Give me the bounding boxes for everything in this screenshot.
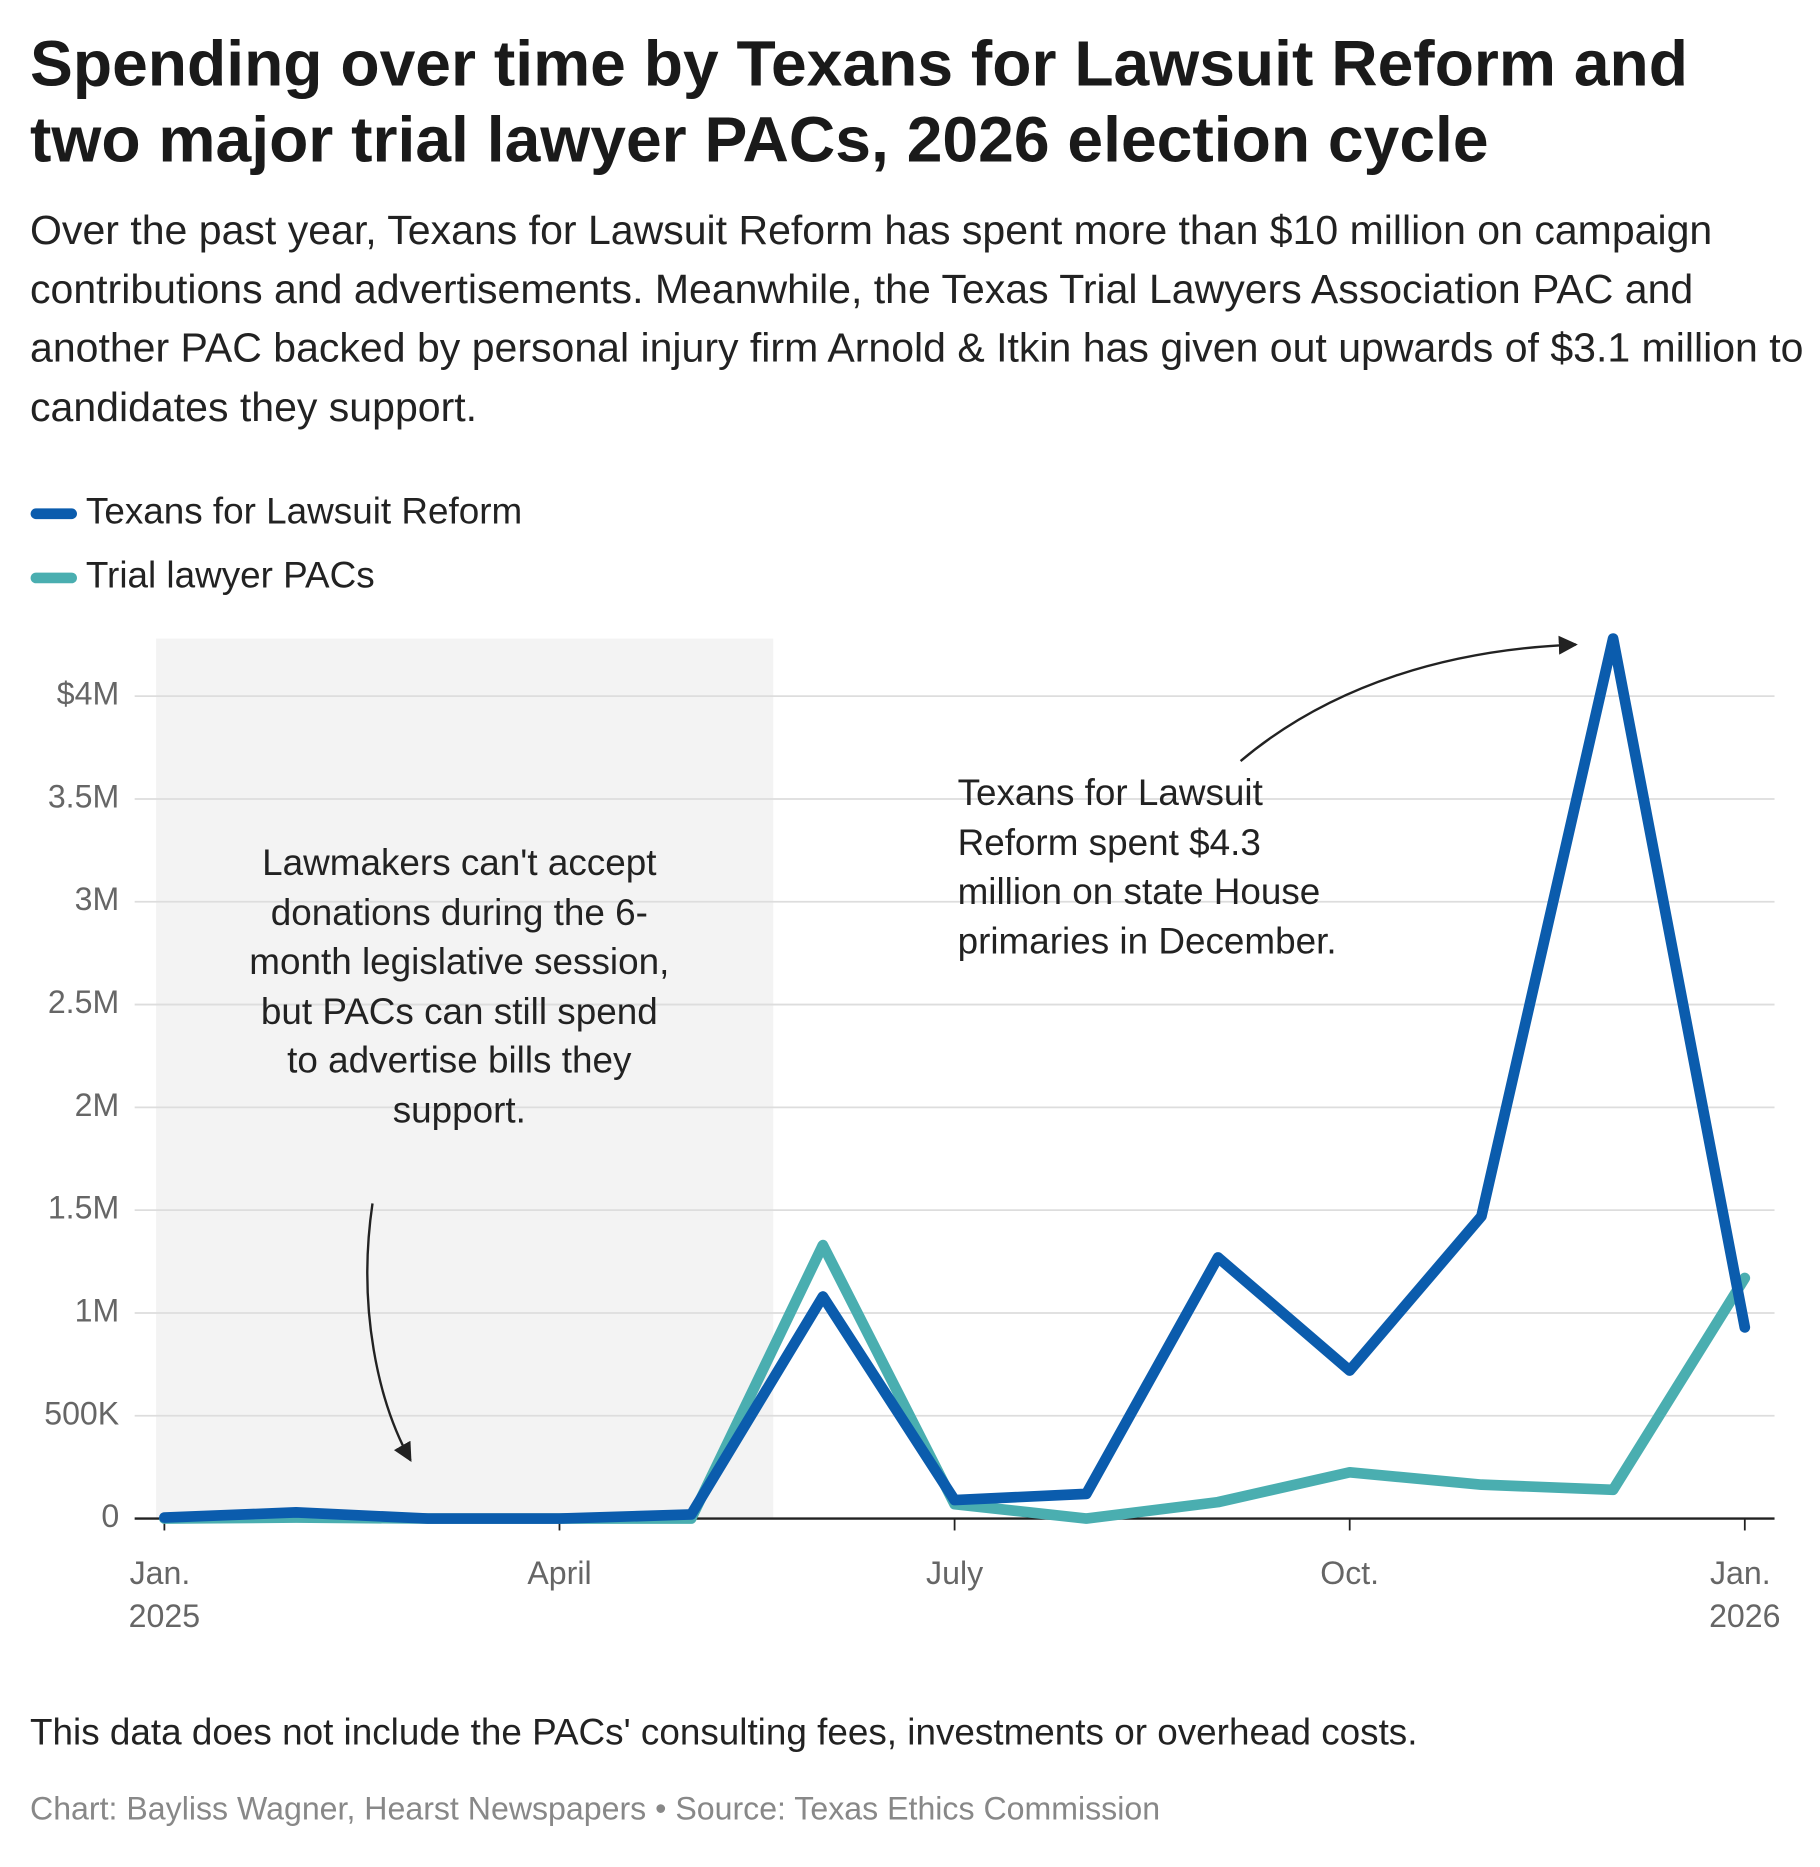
annotation: Texans for Lawsuit Reform spent $4.3 mil… <box>957 771 1337 962</box>
subtitle-box: Over the past year, Texans for Lawsuit R… <box>30 208 1804 430</box>
legend-label: Texans for Lawsuit Reform <box>86 490 522 531</box>
x-tick-label: Jan. 2026 <box>1709 1555 1780 1634</box>
y-tick-label: 2.5M <box>48 984 119 1020</box>
annotation-box: Lawmakers can't accept donations during … <box>249 841 670 1131</box>
credit-box: Chart: Bayliss Wagner, Hearst Newspapers… <box>30 1790 1161 1827</box>
title-box: Spending over time by Texans for Lawsuit… <box>30 28 1689 176</box>
y-tick-label: 500K <box>44 1395 120 1431</box>
x-tick-label: April <box>527 1555 591 1591</box>
note-box: This data does not include the PACs' con… <box>30 1711 1418 1753</box>
subtitle: Over the past year, Texans for Lawsuit R… <box>30 208 1804 430</box>
chart-title: Spending over time by Texans for Lawsuit… <box>30 28 1689 176</box>
annotation-arrow <box>1239 635 1578 762</box>
note: This data does not include the PACs' con… <box>30 1711 1418 1753</box>
annotation-box: Texans for Lawsuit Reform spent $4.3 mil… <box>957 771 1337 962</box>
annotation: Lawmakers can't accept donations during … <box>249 841 670 1131</box>
x-tick-label: Oct. <box>1320 1555 1379 1591</box>
y-tick-label: 3M <box>75 881 120 917</box>
x-tick-label: July <box>926 1555 983 1591</box>
credit: Chart: Bayliss Wagner, Hearst Newspapers… <box>30 1790 1161 1827</box>
session-shading <box>156 638 774 1519</box>
series-line <box>159 633 1751 1524</box>
x-tick-label: Jan. 2025 <box>129 1555 200 1634</box>
y-tick-label: 1.5M <box>48 1190 119 1226</box>
y-tick-label: 2M <box>75 1087 120 1123</box>
y-tick-label: 1M <box>75 1292 120 1328</box>
y-tick-label: 0 <box>101 1498 119 1534</box>
y-tick-label: 3.5M <box>48 778 119 814</box>
legend-label: Trial lawyer PACs <box>86 555 375 596</box>
y-tick-label: $4M <box>57 676 119 712</box>
annotation-arrow <box>366 1203 412 1462</box>
